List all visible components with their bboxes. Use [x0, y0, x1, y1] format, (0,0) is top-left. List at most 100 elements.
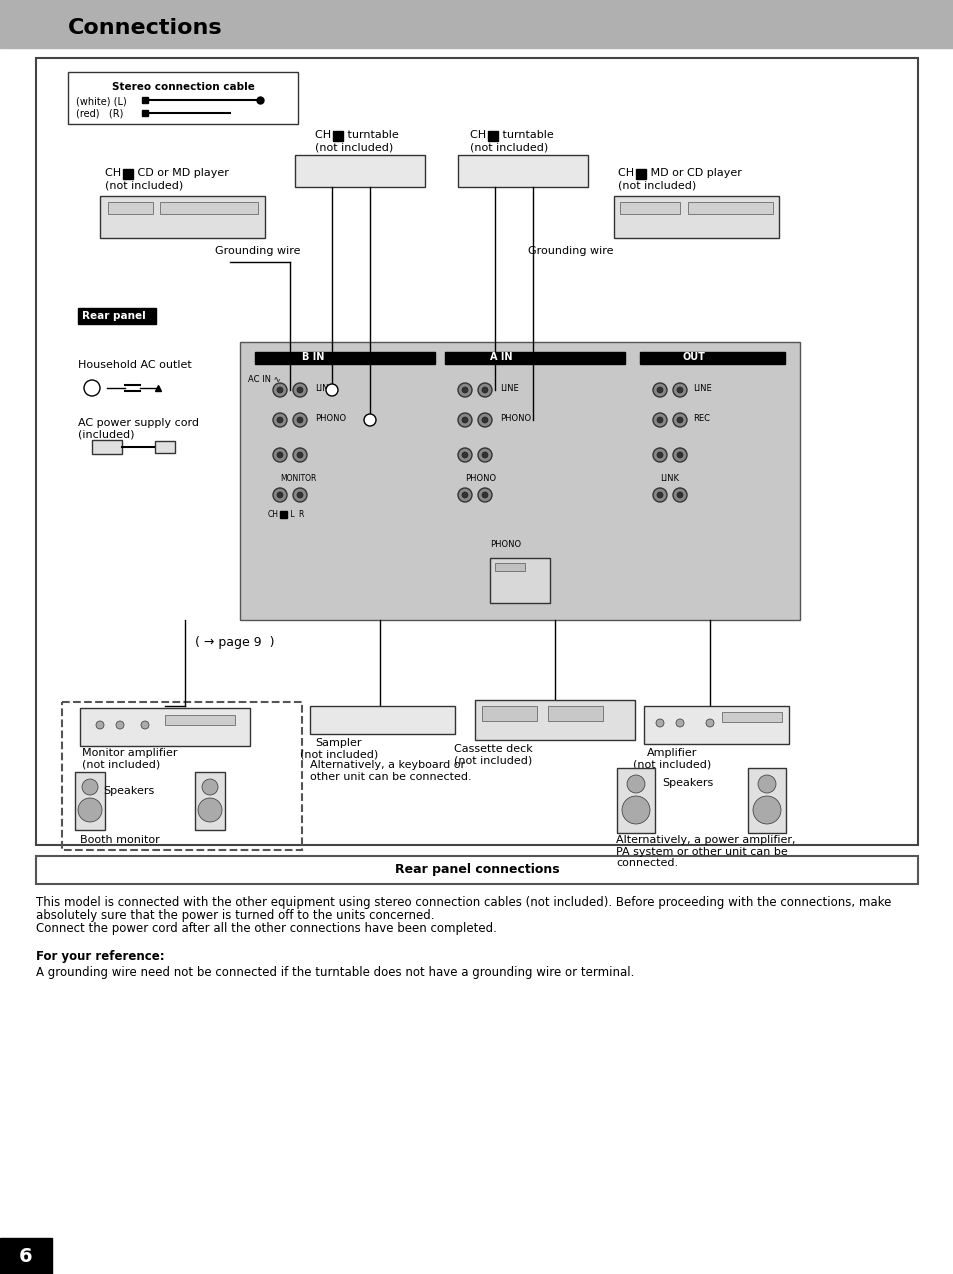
- Circle shape: [758, 775, 775, 792]
- Text: 6: 6: [19, 1246, 32, 1265]
- Text: absolutely sure that the power is turned off to the units concerned.: absolutely sure that the power is turned…: [36, 910, 434, 922]
- Circle shape: [273, 413, 287, 427]
- Circle shape: [276, 452, 283, 457]
- Circle shape: [293, 488, 307, 502]
- Text: B IN: B IN: [302, 352, 324, 362]
- Bar: [154, 441, 174, 454]
- Text: LINK: LINK: [659, 474, 679, 483]
- Bar: [62, 702, 302, 850]
- Bar: [490, 558, 550, 603]
- Circle shape: [202, 778, 218, 795]
- Text: LINE: LINE: [499, 383, 518, 392]
- Bar: [333, 131, 343, 141]
- Text: CH: CH: [314, 130, 335, 140]
- Circle shape: [457, 383, 472, 397]
- Bar: [614, 196, 779, 238]
- Circle shape: [652, 488, 666, 502]
- Bar: [747, 768, 785, 833]
- Bar: [687, 203, 772, 214]
- Circle shape: [477, 413, 492, 427]
- Text: Stereo connection cable: Stereo connection cable: [112, 82, 254, 92]
- Bar: [617, 768, 655, 833]
- Circle shape: [276, 387, 283, 392]
- Text: Connections: Connections: [68, 18, 222, 38]
- Circle shape: [296, 387, 303, 392]
- Circle shape: [652, 383, 666, 397]
- Circle shape: [672, 448, 686, 462]
- Bar: [643, 706, 788, 744]
- Text: (not included): (not included): [618, 181, 696, 191]
- Circle shape: [457, 413, 472, 427]
- Circle shape: [461, 452, 468, 457]
- Bar: [488, 131, 497, 141]
- Bar: [108, 203, 152, 214]
- Text: Speakers: Speakers: [103, 786, 154, 796]
- Bar: [444, 352, 624, 364]
- Circle shape: [752, 796, 781, 824]
- Circle shape: [96, 721, 104, 729]
- Circle shape: [461, 492, 468, 498]
- Bar: [721, 712, 781, 722]
- Text: Alternatively, a power amplifier,
PA system or other unit can be
connected.: Alternatively, a power amplifier, PA sys…: [616, 834, 795, 868]
- Bar: [280, 511, 287, 519]
- Bar: [636, 169, 645, 180]
- Circle shape: [481, 492, 488, 498]
- Circle shape: [477, 488, 492, 502]
- Bar: [294, 155, 424, 187]
- Circle shape: [652, 448, 666, 462]
- Circle shape: [676, 719, 683, 727]
- Bar: [194, 772, 225, 829]
- Text: Amplifier
(not included): Amplifier (not included): [632, 748, 710, 769]
- Circle shape: [296, 452, 303, 457]
- Circle shape: [481, 387, 488, 392]
- Text: Cassette deck
(not included): Cassette deck (not included): [453, 744, 532, 766]
- Circle shape: [82, 778, 98, 795]
- Text: (not included): (not included): [105, 181, 183, 191]
- Text: turntable: turntable: [344, 130, 398, 140]
- Text: Booth monitor: Booth monitor: [80, 834, 159, 845]
- Bar: [36, 856, 917, 884]
- Text: Grounding wire: Grounding wire: [214, 246, 300, 256]
- Circle shape: [626, 775, 644, 792]
- Bar: [547, 706, 602, 721]
- Circle shape: [461, 387, 468, 392]
- Text: REC: REC: [692, 414, 709, 423]
- Circle shape: [296, 492, 303, 498]
- Bar: [481, 706, 537, 721]
- Text: (white) (L): (white) (L): [76, 96, 127, 106]
- Text: LINE: LINE: [692, 383, 711, 392]
- Circle shape: [652, 413, 666, 427]
- Text: CD or MD player: CD or MD player: [133, 168, 229, 178]
- Circle shape: [293, 413, 307, 427]
- Bar: [475, 699, 635, 740]
- Circle shape: [481, 417, 488, 423]
- Circle shape: [116, 721, 124, 729]
- Circle shape: [364, 414, 375, 426]
- Bar: [36, 59, 917, 845]
- Text: A IN: A IN: [490, 352, 512, 362]
- Circle shape: [198, 798, 222, 822]
- Text: (not included): (not included): [314, 143, 393, 153]
- Circle shape: [677, 387, 682, 392]
- Circle shape: [621, 796, 649, 824]
- Text: Household AC outlet: Household AC outlet: [78, 361, 192, 369]
- Text: CH: CH: [470, 130, 489, 140]
- Bar: [68, 73, 297, 124]
- Circle shape: [276, 492, 283, 498]
- Bar: [619, 203, 679, 214]
- Text: Alternatively, a keyboard or
other unit can be connected.: Alternatively, a keyboard or other unit …: [310, 761, 471, 782]
- Circle shape: [273, 488, 287, 502]
- Circle shape: [457, 488, 472, 502]
- Text: ( → page 9  ): ( → page 9 ): [194, 636, 274, 648]
- Bar: [0, 0, 953, 48]
- Text: Grounding wire: Grounding wire: [527, 246, 613, 256]
- Circle shape: [461, 417, 468, 423]
- Text: A grounding wire need not be connected if the turntable does not have a groundin: A grounding wire need not be connected i…: [36, 966, 634, 978]
- Text: CH: CH: [105, 168, 125, 178]
- Text: This model is connected with the other equipment using stereo connection cables : This model is connected with the other e…: [36, 896, 890, 910]
- Circle shape: [273, 383, 287, 397]
- Text: MONITOR: MONITOR: [280, 474, 316, 483]
- Text: LINE: LINE: [314, 383, 334, 392]
- Text: Rear panel connections: Rear panel connections: [395, 864, 558, 877]
- Circle shape: [672, 383, 686, 397]
